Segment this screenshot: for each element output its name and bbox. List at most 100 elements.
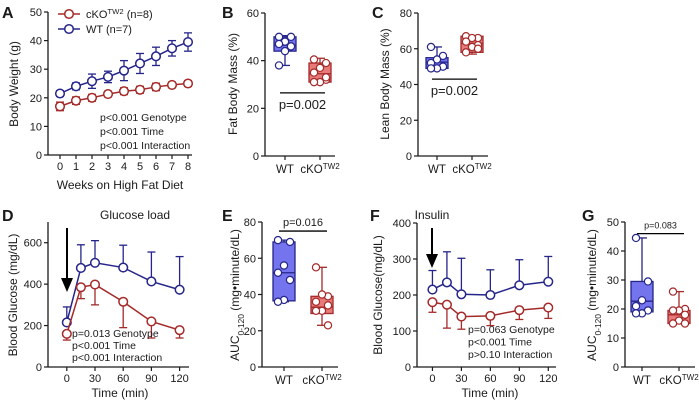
data-point [89,279,101,290]
data-point [86,92,98,103]
legend-label: WT (n=7) [86,24,132,36]
data-point [643,277,653,286]
y-tick-label: 30 [30,64,42,76]
y-axis-label: Lean Body Mass (%) [378,28,392,139]
data-point [166,79,178,90]
category-label: cKOTW2 [659,373,699,388]
data-point [461,48,471,57]
category-label: WT [633,375,651,387]
x-tick-label: 0 [57,161,63,173]
data-point [118,262,129,273]
y-tick-label: 0 [36,362,42,374]
y-tick-label: 0 [36,150,42,162]
data-point [668,306,678,315]
stats-annotation: p<0.001 Interaction [100,140,190,152]
box-wt [272,235,296,306]
x-tick-label: 30 [455,373,467,385]
arrow-icon [426,254,438,268]
data-point [54,88,66,99]
data-point [286,42,296,51]
x-axis-label: Time (min) [462,386,519,400]
data-point [102,71,114,82]
panel-g: G 0 10 20 30 40 50 AUC0-120 (mg•minute/dL) WT cKO… [582,208,699,387]
stats-annotation: p=0.063 Genotype [468,324,555,336]
y-axis-label: Blood Glucose (mg/dL) [6,234,20,357]
data-point [286,32,296,42]
y-tick-label: 20 [30,93,42,105]
series-wt [54,32,194,99]
data-point [461,37,471,46]
stats-annotation: p<0.001 Time [100,126,164,138]
x-tick-label: 7 [169,161,175,173]
data-point [543,276,554,287]
stats-annotation: p<0.001 Genotype [100,112,187,124]
data-point [427,284,438,295]
box-cko [308,55,332,87]
data-point [631,233,641,243]
category-label: cKOTW2 [452,162,492,177]
data-point [441,299,452,310]
data-point [166,43,178,54]
y-tick-label: 20 [244,326,256,338]
data-point [274,61,284,70]
panel-c: C 0 20 40 60 80 Lean Body Mass (%) WT cKOTW2 p=0.… [372,5,492,176]
data-point [426,42,436,52]
panel-letter: D [2,208,14,225]
data-point [174,284,185,295]
box-wt [273,32,297,70]
x-tick-label: 1 [73,161,79,173]
x-axis-label: Time (min) [92,386,149,400]
y-tick-label: 200 [24,321,42,333]
x-tick-label: 6 [153,161,159,173]
data-point [631,301,641,311]
category-label: cKOTW2 [302,373,342,388]
data-point [279,261,289,270]
arrow-label: Insulin [415,208,450,222]
arrow-label: Glucose load [100,208,170,222]
data-point [89,257,101,268]
data-point [273,297,283,306]
data-point [514,305,525,316]
p-value-label: p=0.083 [644,221,677,231]
data-point [273,268,283,277]
data-point [70,95,82,106]
box-cko [310,263,334,330]
panel-letter: E [222,208,233,225]
y-tick-label: 60 [244,253,256,265]
y-tick-label: 40 [244,290,256,302]
data-point [315,63,325,73]
x-tick-label: 60 [484,373,496,385]
data-point [309,55,319,64]
data-point [61,328,72,339]
data-point [323,321,333,330]
data-point [321,73,331,82]
arrow-icon [61,278,73,292]
y-tick-label: 40 [30,36,42,48]
y-tick-label: 100 [393,326,411,338]
x-tick-label: 3 [105,161,111,173]
y-tick-label: 60 [247,8,259,20]
x-tick-label: 90 [145,373,157,385]
y-tick-label: 600 [24,238,42,250]
data-point [285,237,295,247]
data-point [146,316,157,327]
x-tick-label: 2 [89,161,95,173]
y-tick-label: 20 [400,115,412,127]
y-tick-label: 20 [247,103,259,115]
data-point [456,311,467,322]
data-point [427,297,438,308]
box-cko [460,32,484,57]
data-point [631,309,641,318]
data-point [134,84,146,95]
data-point [118,86,130,97]
y-tick-label: 300 [393,254,411,266]
y-tick-label: 40 [400,80,412,92]
y-axis-label: Fat Body Mass (%) [226,33,240,135]
y-tick-label: 80 [400,8,412,20]
y-axis-label: AUC0-120 (mg•minute/dL) [585,229,603,361]
x-tick-label: 120 [539,373,557,385]
data-point [441,277,452,288]
y-tick-label: 400 [393,218,411,230]
x-axis-label: Weeks on High Fat Diet [57,178,184,192]
